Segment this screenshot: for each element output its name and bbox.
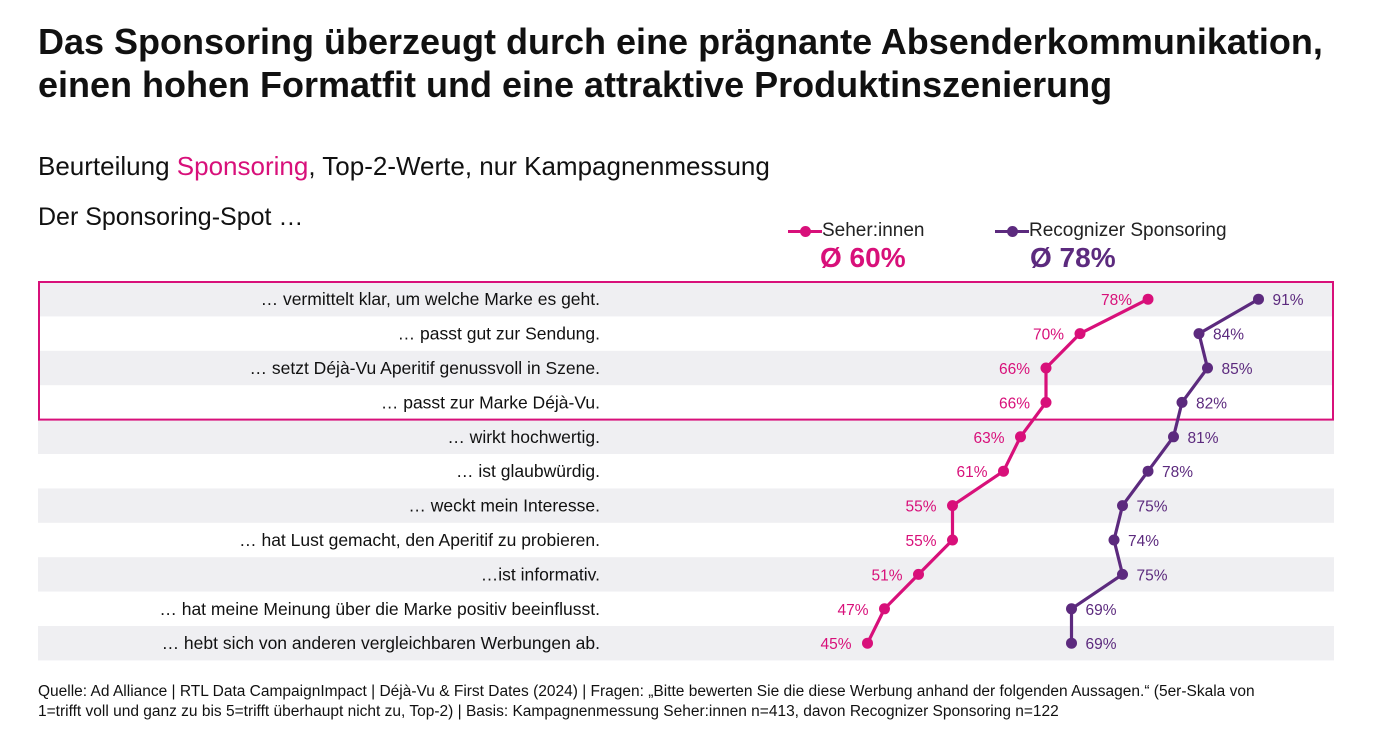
title-line-2: einen hohen Formatfit und eine attraktiv… — [38, 64, 1113, 105]
category-label: … ist glaubwürdig. — [456, 461, 600, 481]
category-label: … vermittelt klar, um welche Marke es ge… — [261, 289, 600, 309]
category-label: … wirkt hochwertig. — [447, 427, 600, 447]
data-point — [913, 568, 924, 580]
legend-label-recognizer: Recognizer Sponsoring — [1029, 220, 1227, 241]
data-label: 51% — [871, 567, 902, 584]
legend-average-seher: Ø 60% — [820, 242, 906, 273]
data-point — [1168, 431, 1179, 443]
data-point — [1040, 396, 1052, 408]
subtitle-prefix: Beurteilung — [38, 151, 177, 181]
data-point — [1117, 500, 1128, 512]
data-point — [1193, 328, 1205, 340]
row-stripe — [38, 282, 1334, 317]
data-point — [1066, 637, 1077, 649]
highlight-box — [38, 281, 1334, 421]
category-label: … weckt mein Interesse. — [408, 496, 600, 516]
data-label: 75% — [1137, 567, 1168, 584]
source-line-1: Quelle: Ad Alliance | RTL Data CampaignI… — [38, 683, 1255, 700]
legend-label-seher: Seher:innen — [822, 220, 925, 241]
row-stripe — [38, 626, 1334, 661]
row-stripe — [38, 419, 1334, 454]
data-point — [947, 534, 958, 546]
category-label: … setzt Déjà-Vu Aperitif genussvoll in S… — [250, 358, 601, 378]
data-point — [947, 500, 958, 512]
category-label: …ist informativ. — [481, 564, 600, 584]
legend-item-seher: Seher:innen — [788, 220, 924, 242]
data-point — [1142, 293, 1154, 305]
source-note: Quelle: Ad Alliance | RTL Data CampaignI… — [38, 682, 1338, 722]
data-label: 91% — [1273, 292, 1304, 309]
data-label: 55% — [905, 499, 936, 516]
data-label: 69% — [1086, 636, 1117, 653]
data-label: 82% — [1196, 395, 1227, 412]
category-label: … passt gut zur Sendung. — [398, 324, 600, 344]
data-label: 66% — [999, 361, 1030, 378]
category-label: … hebt sich von anderen vergleichbaren W… — [162, 633, 600, 653]
data-point — [1074, 328, 1086, 340]
data-label: 47% — [837, 602, 868, 619]
statement-lead: Der Sponsoring-Spot … — [38, 203, 304, 231]
row-stripe — [38, 350, 1334, 386]
data-label: 74% — [1128, 533, 1159, 550]
category-label: … passt zur Marke Déjà-Vu. — [381, 392, 600, 412]
data-point — [879, 603, 890, 615]
data-point — [1066, 603, 1077, 615]
data-label: 78% — [1101, 292, 1132, 309]
category-label: … hat meine Meinung über die Marke posit… — [159, 599, 600, 619]
data-point — [862, 637, 873, 649]
data-label: 63% — [973, 430, 1004, 447]
data-point — [1142, 465, 1154, 477]
data-label: 61% — [956, 464, 987, 481]
data-label: 78% — [1162, 464, 1193, 481]
data-label: 84% — [1213, 327, 1244, 344]
data-point — [1253, 293, 1264, 305]
data-point — [1015, 431, 1026, 443]
data-point — [1202, 362, 1213, 374]
legend-item-recognizer: Recognizer Sponsoring — [995, 220, 1227, 242]
data-label: 69% — [1086, 602, 1117, 619]
subtitle-suffix: , Top-2-Werte, nur Kampagnenmessung — [308, 151, 770, 181]
source-line-2: 1=trifft voll und ganz zu bis 5=trifft ü… — [38, 703, 1059, 720]
data-label: 70% — [1033, 327, 1064, 344]
legend-marker-seher — [788, 225, 822, 237]
category-label: … hat Lust gemacht, den Aperitif zu prob… — [239, 530, 600, 550]
legend-average-recognizer: Ø 78% — [1030, 242, 1116, 273]
data-label: 66% — [999, 395, 1030, 412]
data-label: 81% — [1188, 430, 1219, 447]
data-label: 55% — [905, 533, 936, 550]
legend-marker-recognizer — [995, 225, 1029, 237]
page-title: Das Sponsoring überzeugt durch eine präg… — [38, 20, 1338, 106]
data-point — [1176, 396, 1188, 408]
title-line-1: Das Sponsoring überzeugt durch eine präg… — [38, 21, 1323, 62]
data-label: 75% — [1137, 499, 1168, 516]
data-point — [1108, 534, 1120, 546]
data-point — [1040, 362, 1052, 374]
chart-subtitle: Beurteilung Sponsoring, Top-2-Werte, nur… — [38, 151, 770, 182]
data-point — [1117, 568, 1128, 580]
data-point — [998, 465, 1009, 477]
data-label: 85% — [1222, 361, 1253, 378]
data-label: 45% — [820, 636, 851, 653]
subtitle-highlight: Sponsoring — [176, 151, 309, 181]
